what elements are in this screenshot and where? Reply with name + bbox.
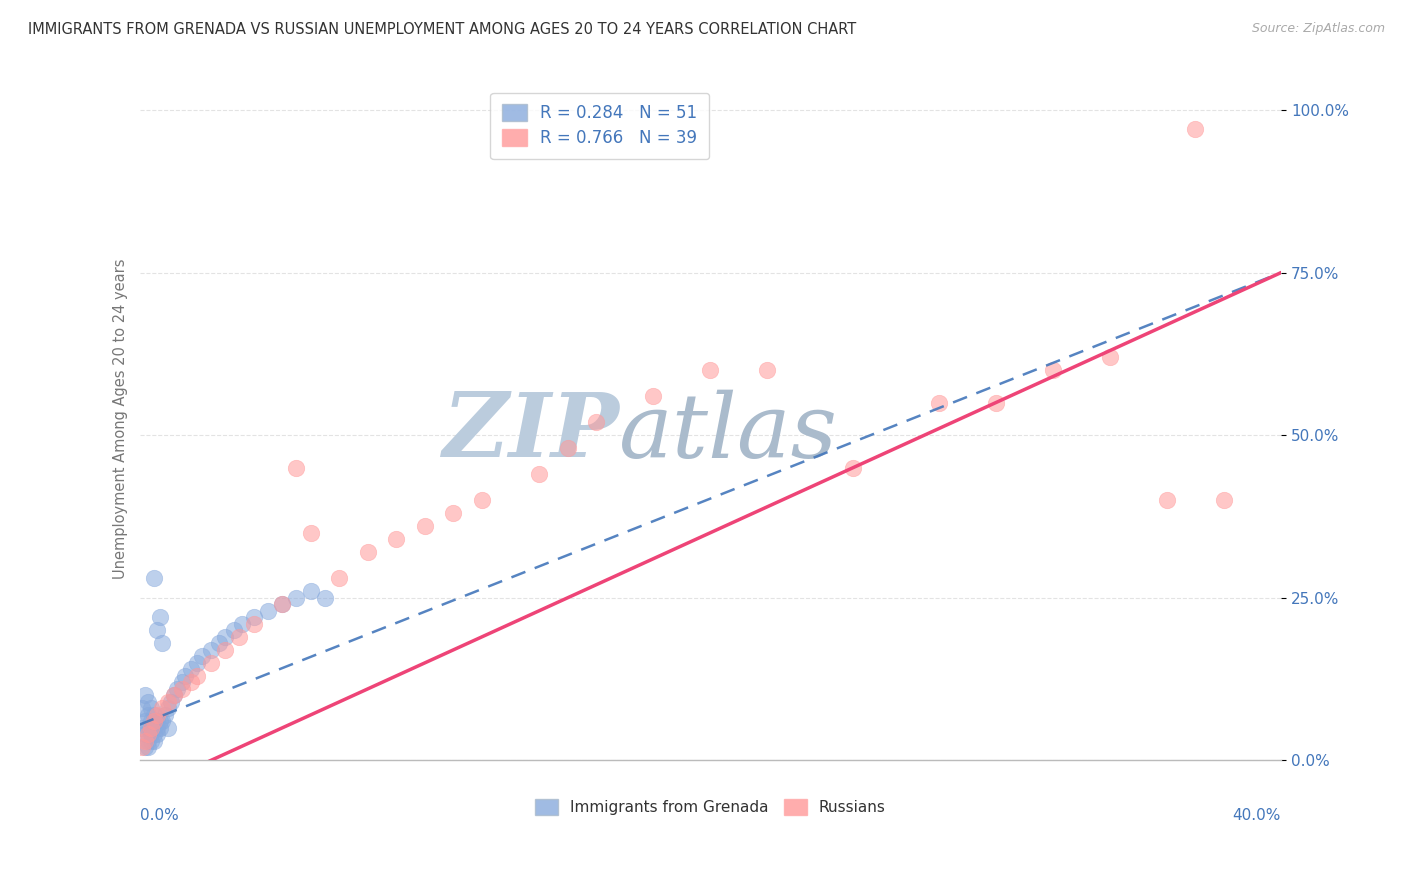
Point bbox=[228, 630, 250, 644]
Point bbox=[172, 675, 194, 690]
Point bbox=[527, 467, 550, 482]
Point bbox=[186, 669, 208, 683]
Text: 0.0%: 0.0% bbox=[139, 808, 179, 823]
Point bbox=[134, 734, 156, 748]
Point bbox=[180, 675, 202, 690]
Point bbox=[142, 714, 165, 729]
Point bbox=[271, 597, 294, 611]
Point bbox=[139, 734, 162, 748]
Point bbox=[1042, 363, 1064, 377]
Point bbox=[842, 460, 865, 475]
Point bbox=[145, 721, 167, 735]
Point bbox=[139, 721, 162, 735]
Point bbox=[148, 714, 170, 729]
Point bbox=[131, 721, 153, 735]
Point bbox=[145, 624, 167, 638]
Point bbox=[1184, 122, 1206, 136]
Point bbox=[136, 727, 159, 741]
Text: ZIP: ZIP bbox=[443, 389, 619, 475]
Point bbox=[443, 506, 465, 520]
Point bbox=[142, 571, 165, 585]
Point bbox=[142, 734, 165, 748]
Text: 40.0%: 40.0% bbox=[1233, 808, 1281, 823]
Point bbox=[413, 519, 436, 533]
Point bbox=[150, 701, 173, 715]
Point bbox=[131, 740, 153, 755]
Point bbox=[142, 727, 165, 741]
Y-axis label: Unemployment Among Ages 20 to 24 years: Unemployment Among Ages 20 to 24 years bbox=[114, 259, 128, 579]
Point bbox=[242, 610, 264, 624]
Point bbox=[160, 695, 183, 709]
Point bbox=[471, 493, 494, 508]
Point bbox=[271, 597, 294, 611]
Point bbox=[145, 727, 167, 741]
Point bbox=[699, 363, 721, 377]
Point bbox=[1213, 493, 1236, 508]
Point bbox=[145, 714, 167, 729]
Point bbox=[186, 656, 208, 670]
Point bbox=[285, 591, 308, 605]
Point bbox=[163, 689, 186, 703]
Point bbox=[242, 616, 264, 631]
Point bbox=[643, 389, 665, 403]
Point bbox=[585, 415, 607, 429]
Point bbox=[180, 662, 202, 676]
Point bbox=[1156, 493, 1178, 508]
Point bbox=[157, 701, 180, 715]
Point bbox=[314, 591, 336, 605]
Point bbox=[150, 636, 173, 650]
Point bbox=[136, 721, 159, 735]
Point bbox=[134, 727, 156, 741]
Point bbox=[157, 695, 180, 709]
Point bbox=[174, 669, 197, 683]
Point bbox=[150, 714, 173, 729]
Legend: Immigrants from Grenada, Russians: Immigrants from Grenada, Russians bbox=[529, 793, 891, 821]
Text: atlas: atlas bbox=[619, 389, 838, 476]
Point bbox=[136, 740, 159, 755]
Point bbox=[139, 727, 162, 741]
Point bbox=[134, 689, 156, 703]
Point bbox=[155, 707, 177, 722]
Point bbox=[984, 395, 1007, 409]
Point bbox=[208, 636, 231, 650]
Text: Source: ZipAtlas.com: Source: ZipAtlas.com bbox=[1251, 22, 1385, 36]
Point bbox=[134, 740, 156, 755]
Point bbox=[134, 714, 156, 729]
Point bbox=[145, 707, 167, 722]
Point bbox=[257, 604, 280, 618]
Point bbox=[142, 721, 165, 735]
Point bbox=[139, 714, 162, 729]
Point bbox=[166, 681, 188, 696]
Point bbox=[222, 624, 245, 638]
Point bbox=[172, 681, 194, 696]
Point bbox=[285, 460, 308, 475]
Point bbox=[191, 649, 214, 664]
Point bbox=[214, 643, 236, 657]
Point bbox=[200, 643, 222, 657]
Point bbox=[157, 721, 180, 735]
Point bbox=[1098, 350, 1121, 364]
Point bbox=[148, 610, 170, 624]
Point bbox=[357, 545, 380, 559]
Point bbox=[299, 584, 322, 599]
Point bbox=[557, 441, 579, 455]
Point bbox=[200, 656, 222, 670]
Point bbox=[142, 707, 165, 722]
Point bbox=[139, 701, 162, 715]
Point bbox=[385, 533, 408, 547]
Point bbox=[136, 734, 159, 748]
Text: IMMIGRANTS FROM GRENADA VS RUSSIAN UNEMPLOYMENT AMONG AGES 20 TO 24 YEARS CORREL: IMMIGRANTS FROM GRENADA VS RUSSIAN UNEMP… bbox=[28, 22, 856, 37]
Point bbox=[214, 630, 236, 644]
Point bbox=[131, 701, 153, 715]
Point bbox=[299, 525, 322, 540]
Point bbox=[328, 571, 350, 585]
Point bbox=[756, 363, 779, 377]
Point bbox=[148, 721, 170, 735]
Point bbox=[163, 689, 186, 703]
Point bbox=[231, 616, 253, 631]
Point bbox=[136, 707, 159, 722]
Point bbox=[928, 395, 950, 409]
Point bbox=[136, 695, 159, 709]
